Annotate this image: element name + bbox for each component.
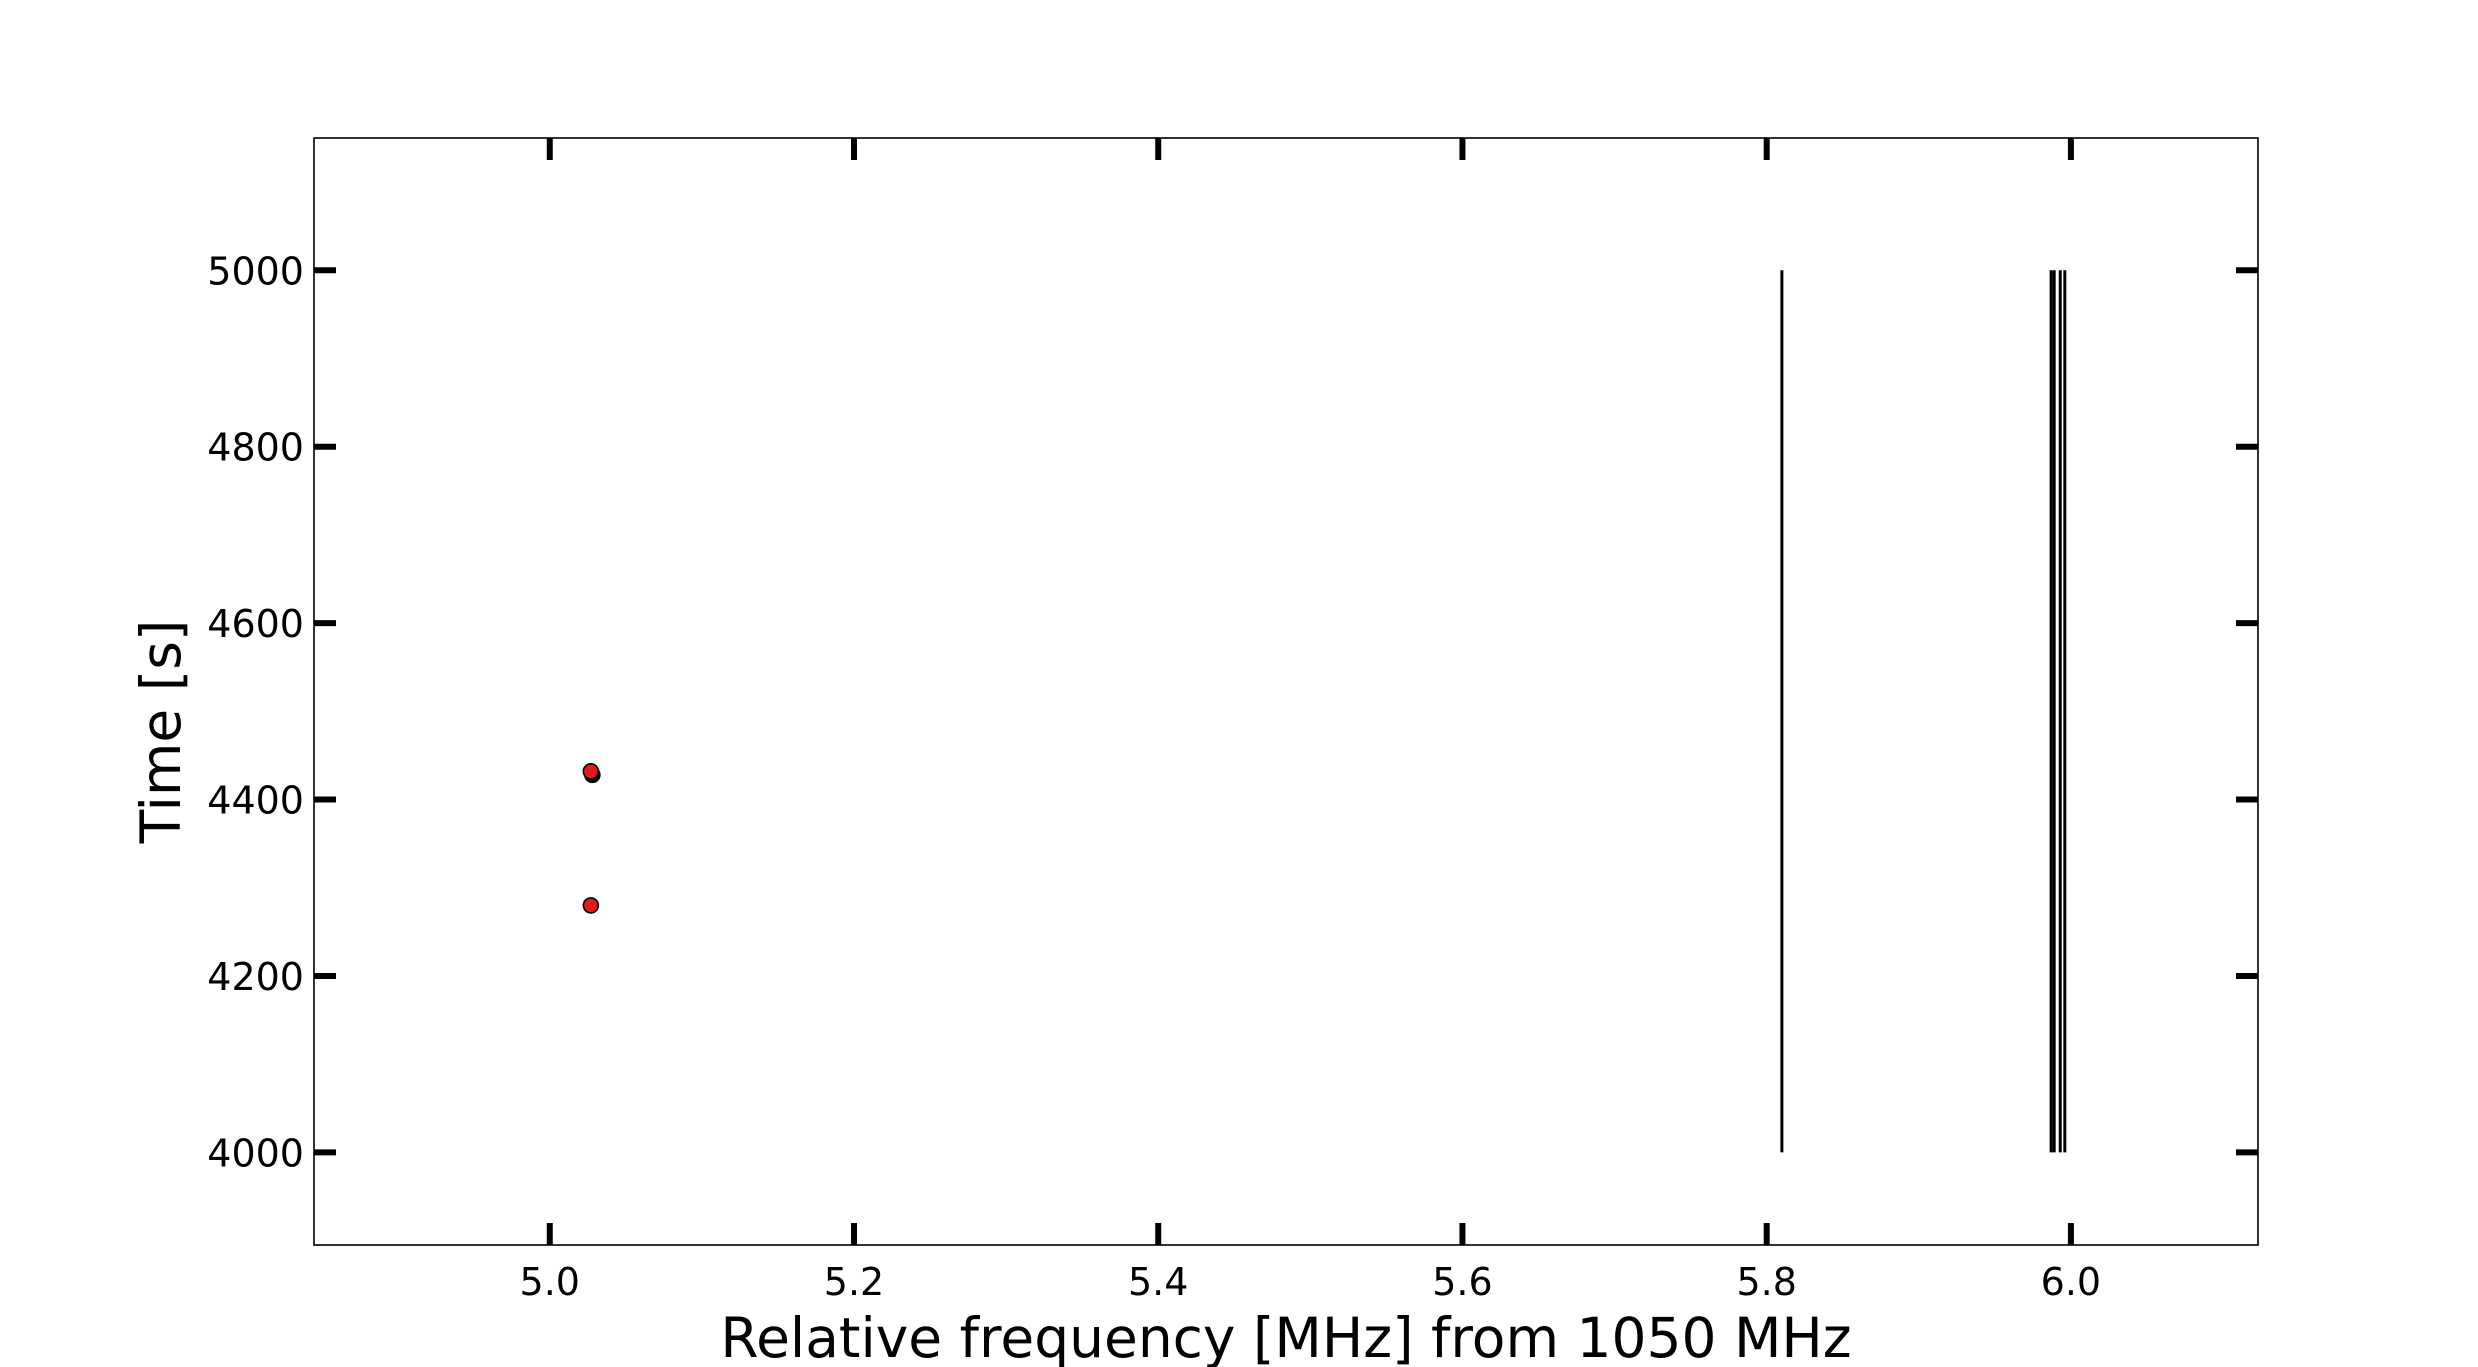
- y-tick-label: 4200: [207, 955, 304, 999]
- y-axis-label: Time [s]: [129, 620, 193, 845]
- x-tick-label: 5.2: [824, 1260, 884, 1304]
- y-tick-label: 4400: [207, 779, 304, 823]
- x-axis-label: Relative frequency [MHz] from 1050 MHz: [720, 1306, 1851, 1367]
- data-point: [582, 897, 600, 914]
- y-tick-label: 4000: [207, 1131, 304, 1175]
- plot-frame: [313, 137, 2259, 1246]
- x-tick-label: 6.0: [2041, 1260, 2101, 1304]
- y-tick-label: 5000: [207, 249, 304, 293]
- y-tick-label: 4600: [207, 602, 304, 646]
- plot-marks: [582, 270, 2067, 1153]
- data-point: [582, 763, 600, 780]
- x-tick-label: 5.4: [1128, 1260, 1188, 1304]
- x-tick-label: 5.0: [520, 1260, 580, 1304]
- x-tick-label: 5.6: [1432, 1260, 1492, 1304]
- x-tick-label: 5.8: [1736, 1260, 1796, 1304]
- axis-ticks: 5.0 5.2 5.4 5.6 5.8 6.0 4000 4200 4400 4600 4800 50…: [207, 138, 2258, 1304]
- y-tick-label: 4800: [207, 426, 304, 470]
